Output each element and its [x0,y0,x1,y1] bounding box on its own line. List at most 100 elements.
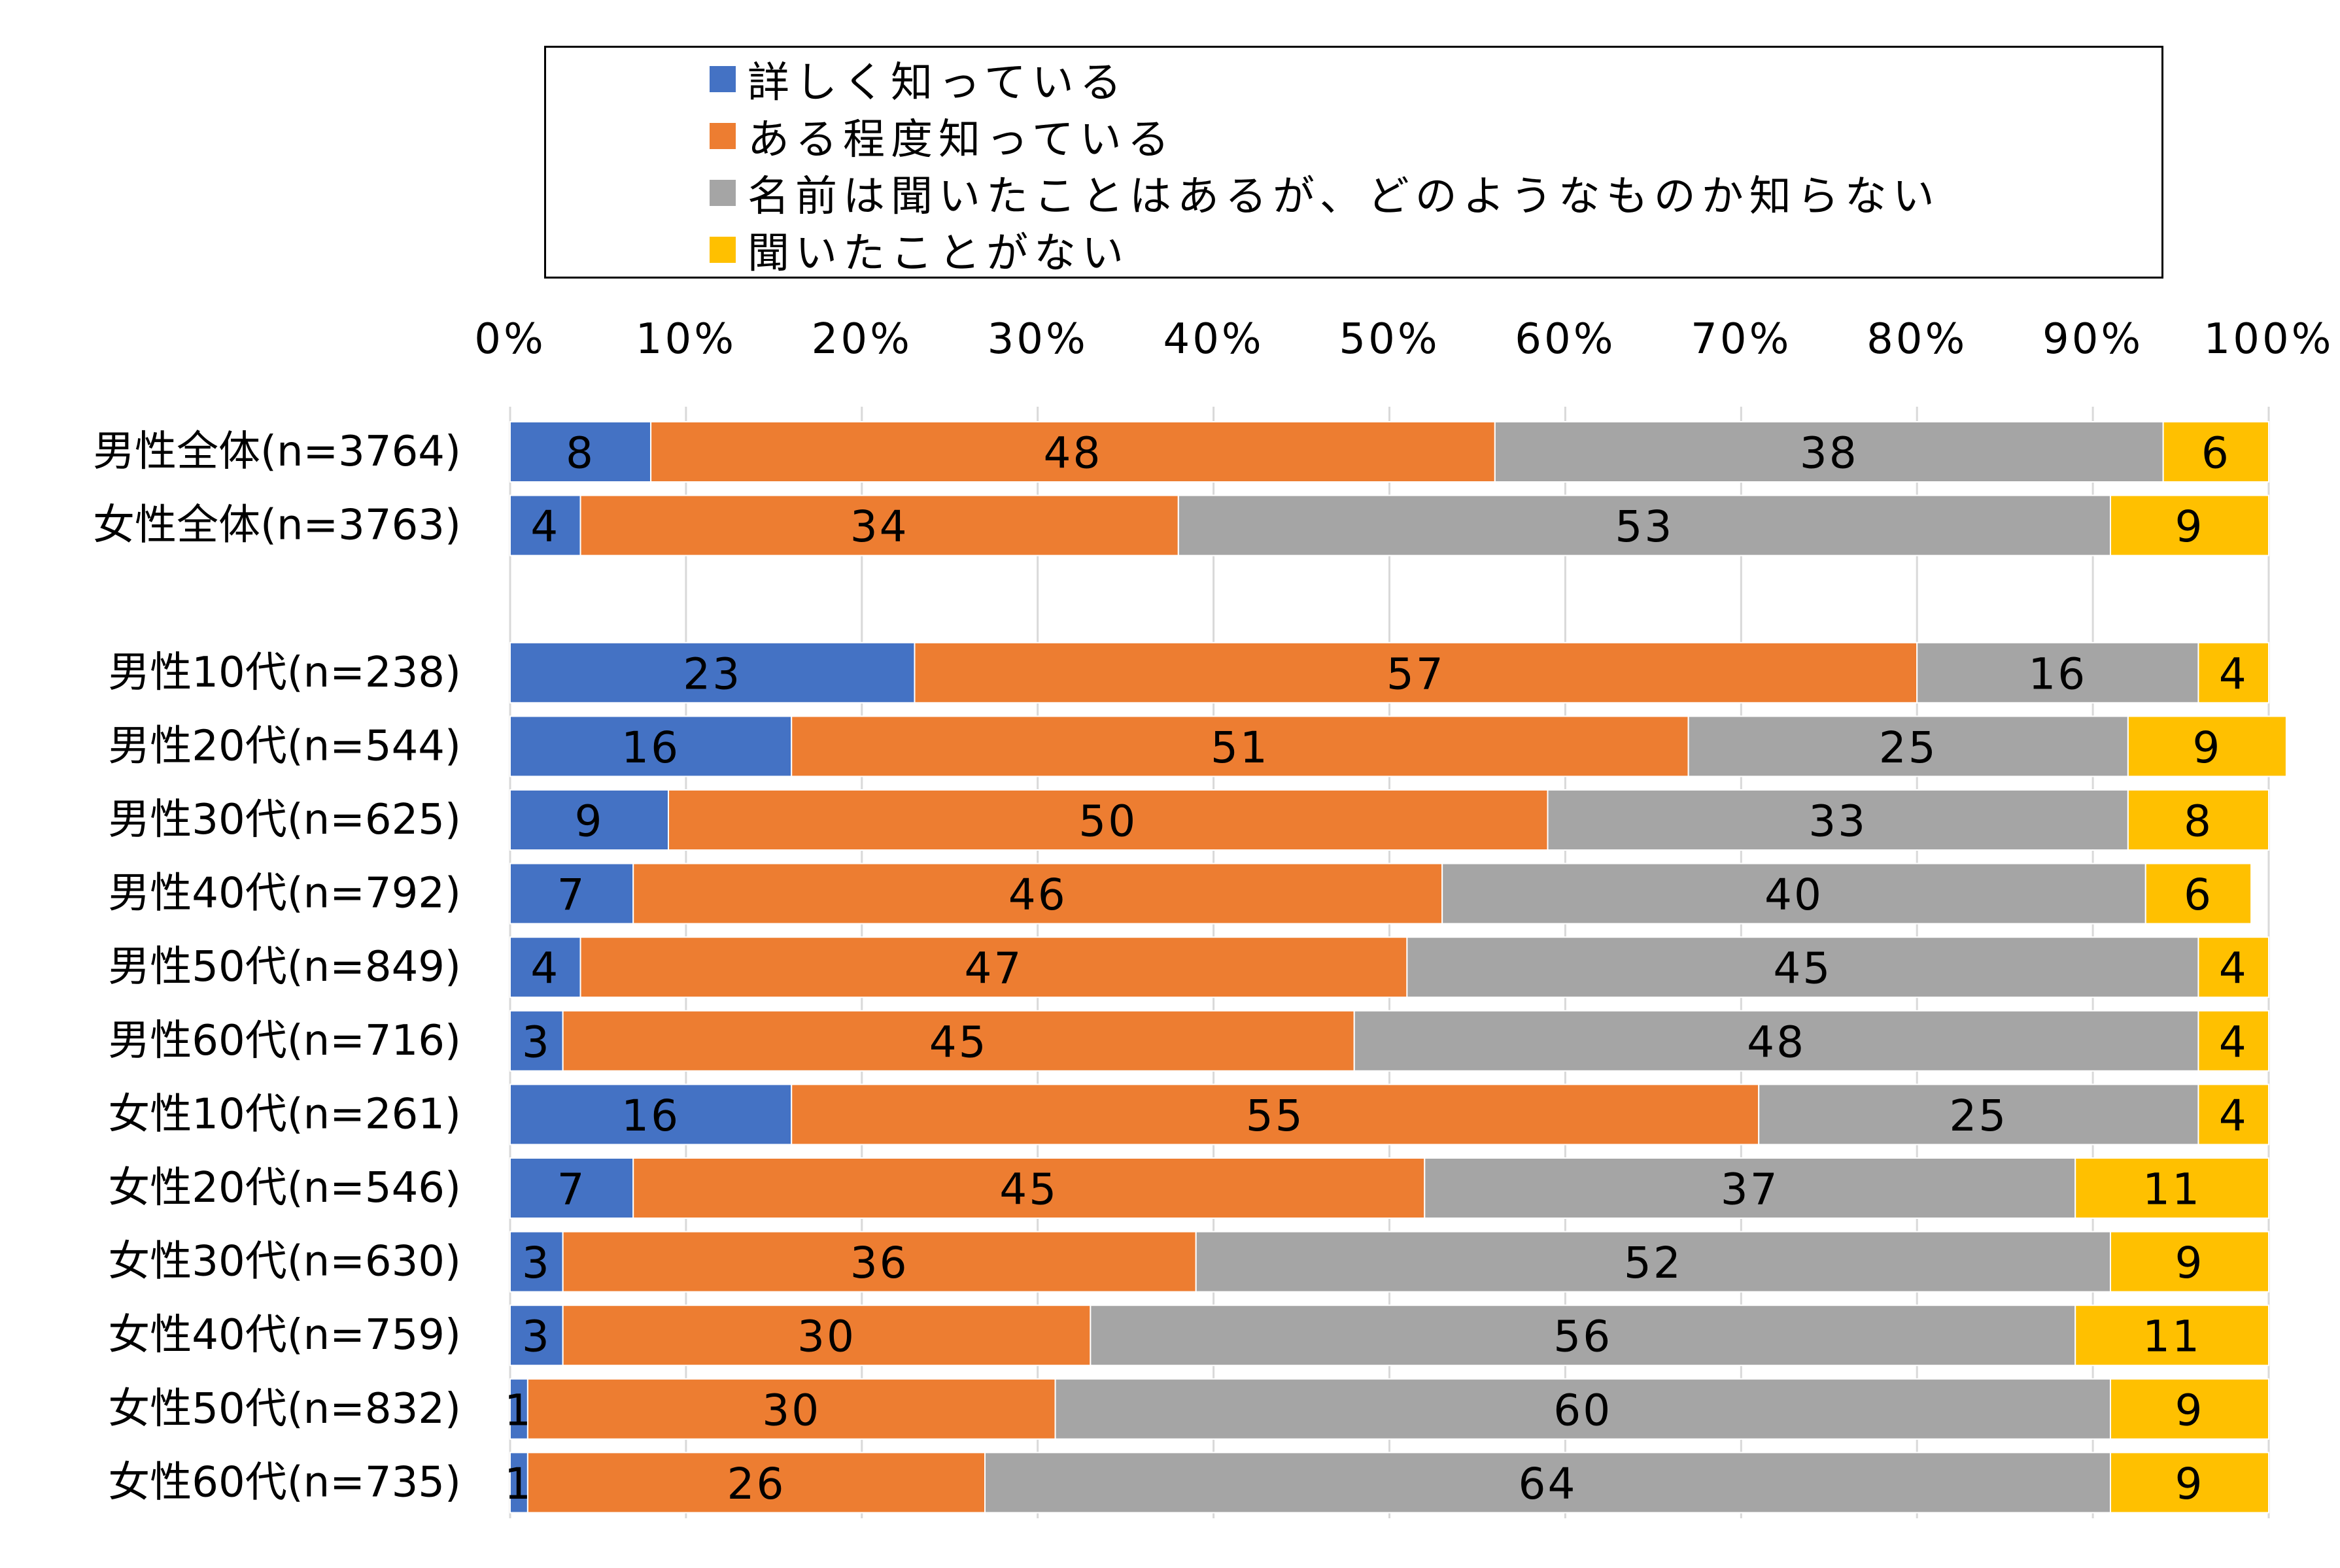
bar-segment [2197,1083,2269,1146]
data-label: 48 [1043,428,1102,479]
bar-segment [509,862,634,925]
data-label: 37 [1721,1165,1780,1215]
legend-item-series-3: 名前は聞いたことはあるが、どのようなものか知らない [710,167,1940,221]
legend-label: 詳しく知っている [748,59,1127,107]
category-label: 男性40代(n=792) [108,870,461,918]
category-label: 男性全体(n=3764) [93,428,461,476]
data-label: 45 [999,1165,1058,1215]
data-label: 51 [1211,723,1269,773]
data-label: 8 [566,428,595,479]
bar-segment [1054,1378,2111,1440]
bar-segment [509,789,670,851]
category-label: 女性20代(n=546) [108,1164,461,1212]
data-label: 8 [2184,796,2213,847]
data-label: 55 [1246,1091,1305,1141]
data-label: 38 [1800,428,1859,479]
data-label: 9 [575,796,604,847]
data-label: 3 [522,1238,551,1288]
x-tick-label: 0% [474,315,546,364]
data-label: 4 [2219,1017,2248,1067]
legend-label: 名前は聞いたことはあるが、どのようなものか知らない [748,173,1940,221]
x-tick-label: 60% [1515,315,1615,364]
legend-swatch-orange [710,123,736,149]
data-label: 50 [1078,796,1137,847]
data-label: 45 [1773,944,1832,994]
bar-segment [509,1304,564,1367]
data-label: 11 [2142,1165,2201,1215]
bar-segment [1406,936,2199,998]
data-label: 47 [964,944,1023,994]
data-label: 25 [1949,1091,2008,1141]
data-label: 9 [2175,1459,2204,1509]
bar-segment [509,936,581,998]
category-label: 女性60代(n=735) [108,1458,461,1507]
data-label: 53 [1615,502,1674,552]
bar-segment [2109,1231,2269,1293]
data-label: 3 [522,1017,551,1067]
x-tick-label: 20% [812,315,912,364]
bar-segment [2109,1378,2269,1440]
data-label: 6 [2201,428,2231,479]
bar-segment [2162,421,2269,483]
data-label: 57 [1386,649,1445,699]
data-label: 30 [797,1312,856,1362]
data-label: 40 [1764,870,1823,920]
bar-segment [562,1010,1355,1072]
category-label: 女性50代(n=832) [108,1385,461,1433]
bar-segment [509,1231,564,1293]
data-label: 4 [2219,649,2248,699]
data-label: 9 [2175,502,2204,552]
legend-item-series-4: 聞いたことがない [710,224,1129,278]
data-label: 9 [2175,1385,2204,1435]
bar-segment [2197,936,2269,998]
bar-segment [509,421,652,483]
data-label: 11 [2142,1312,2201,1362]
data-label: 3 [522,1312,551,1362]
data-label: 9 [2192,723,2222,773]
data-label: 26 [727,1459,785,1509]
bar-segment [650,421,1496,483]
category-label: 男性20代(n=544) [108,722,461,770]
bar-segment [1353,1010,2199,1072]
category-label: 女性40代(n=759) [108,1311,461,1359]
category-label: 女性10代(n=261) [108,1090,461,1138]
bar-segment [1494,421,2164,483]
x-tick-label: 10% [636,315,736,364]
bar-segment [1424,1157,2076,1219]
x-tick-label: 80% [1867,315,1967,364]
bar-segment [914,641,1918,704]
bar-segment [2074,1157,2269,1219]
data-label: 52 [1624,1238,1683,1288]
x-tick-label: 70% [1691,315,1791,364]
category-label: 女性全体(n=3763) [93,502,461,550]
bar-segment [984,1452,2111,1514]
data-label: 4 [2219,944,2248,994]
data-label: 9 [2175,1238,2204,1288]
data-label: 6 [2184,870,2213,920]
category-label: 男性30代(n=625) [108,796,461,844]
bar-segment [1195,1231,2111,1293]
bar-segment [1441,862,2146,925]
data-label: 64 [1519,1459,1577,1509]
data-label: 34 [850,502,909,552]
category-label: 男性10代(n=238) [108,649,461,697]
bar-segment [668,789,1549,851]
bar-segment [2197,1010,2269,1072]
bar-segment [2109,1452,2269,1514]
data-label: 36 [850,1238,909,1288]
bar-segment [2074,1304,2269,1367]
x-tick-label: 30% [988,315,1088,364]
data-label: 4 [530,944,560,994]
data-label: 30 [762,1385,821,1435]
bar-segment [509,1083,793,1146]
legend-item-series-2: ある程度知っている [710,110,1175,164]
legend-label: 聞いたことがない [748,230,1129,278]
data-label: 48 [1747,1017,1806,1067]
bar-segment [579,494,1179,556]
legend-swatch-gray [710,180,736,206]
bar-segment [2109,494,2269,556]
data-label: 23 [683,649,742,699]
bar-segment [526,1452,986,1514]
legend-label: ある程度知っている [748,116,1175,164]
